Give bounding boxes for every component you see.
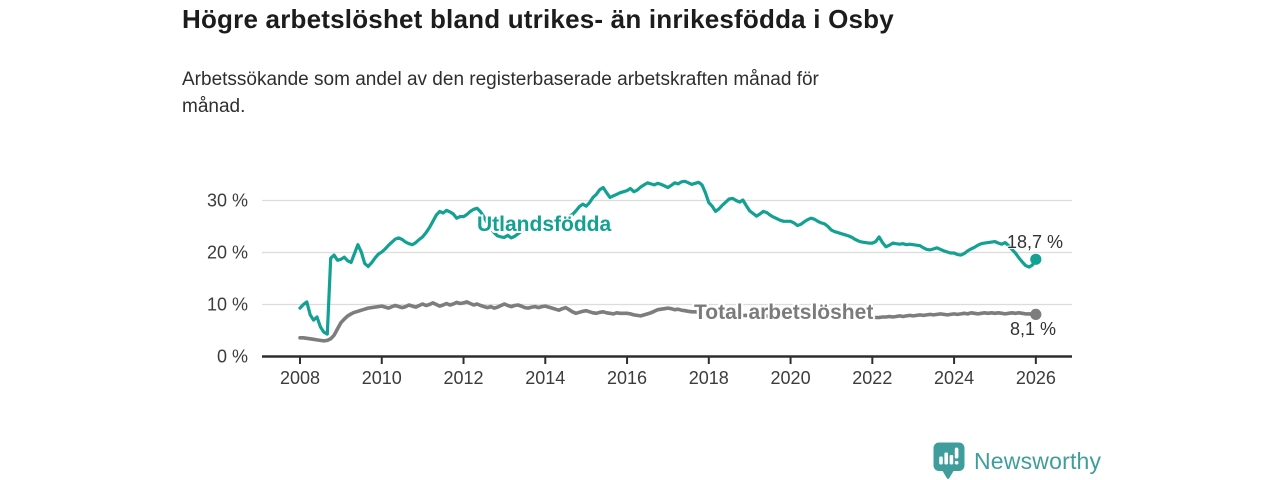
- page-title: Högre arbetslöshet bland utrikes- än inr…: [182, 4, 894, 34]
- end-dot-utlandsfodda: [1030, 253, 1042, 265]
- brand-name: Newsworthy: [974, 447, 1102, 474]
- series-label-total-arbetsloshet: Total arbetslöshet: [694, 301, 874, 324]
- y-axis-label-10: 10 %: [207, 295, 248, 315]
- newsworthy-logo[interactable]: Newsworthy: [933, 442, 1101, 480]
- end-value-label-total: 8,1 %: [1009, 319, 1056, 339]
- newsworthy-pin-barchart-icon: [933, 442, 965, 479]
- x-axis-label-2020: 2020: [771, 368, 811, 388]
- x-axis-label-2022: 2022: [852, 368, 892, 388]
- page-subtitle: Arbetssökande som andel av den registerb…: [182, 66, 1062, 120]
- y-axis-label-30: 30 %: [207, 191, 248, 211]
- y-axis-label-20: 20 %: [207, 243, 248, 263]
- x-axis-label-2008: 2008: [280, 368, 320, 388]
- x-axis-label-2018: 2018: [689, 368, 729, 388]
- end-value-label-utlandsfodda: 18,7 %: [1006, 232, 1063, 252]
- series-line-utlandsfodda: [298, 179, 1038, 336]
- x-axis-label-2014: 2014: [525, 368, 565, 388]
- page-subtitle-line1: Arbetssökande som andel av den registerb…: [182, 69, 819, 90]
- x-axis-label-2016: 2016: [607, 368, 647, 388]
- x-axis-label-2026: 2026: [1016, 368, 1056, 388]
- series-line-total-arbetsloshet: [298, 300, 1038, 343]
- x-axis-label-2012: 2012: [443, 368, 483, 388]
- x-axis-label-2024: 2024: [934, 368, 974, 388]
- y-axis-label-0: 0 %: [217, 347, 248, 367]
- page-subtitle-line2: månad.: [182, 96, 246, 117]
- x-axis-label-2010: 2010: [362, 368, 402, 388]
- end-dot-total-arbetsloshet: [1030, 308, 1042, 320]
- series-label-utlandsfodda: Utlandsfödda: [477, 213, 612, 236]
